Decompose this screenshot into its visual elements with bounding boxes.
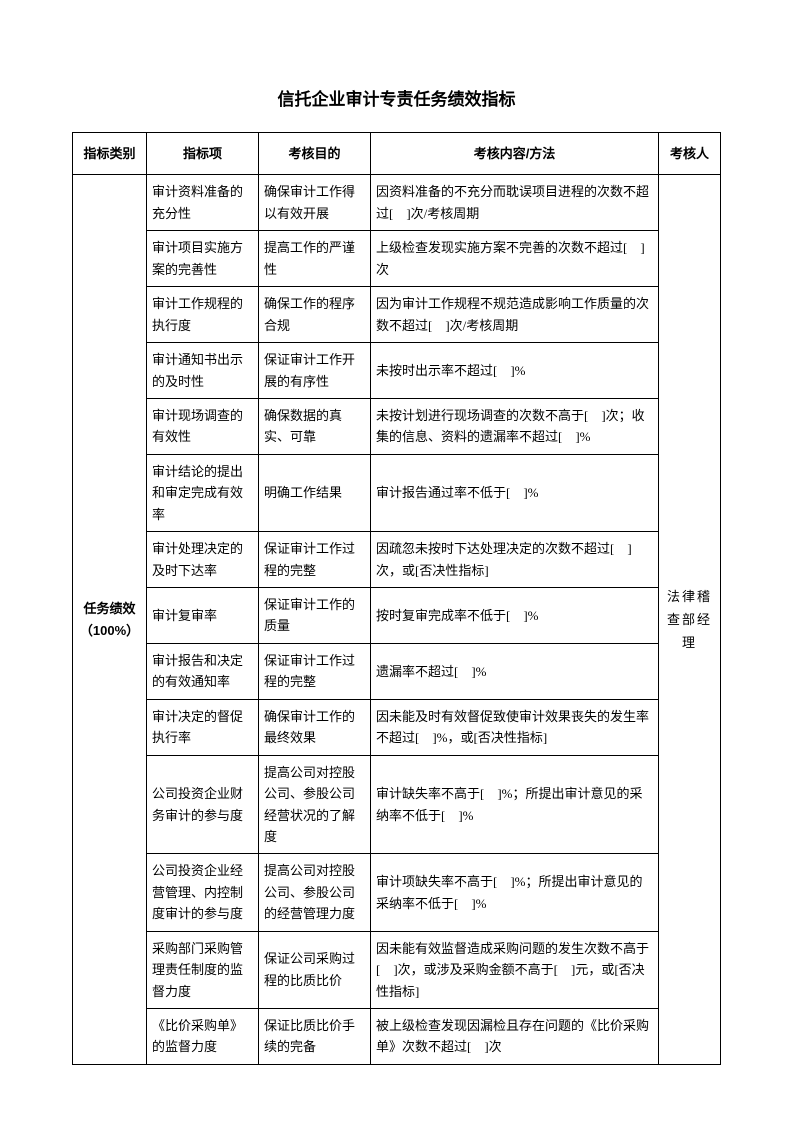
table-row: 任务绩效（100%）审计资料准备的充分性确保审计工作得以有效开展因资料准备的不充… [73,175,721,231]
assessor-cell: 法律稽查部经理 [659,175,721,1064]
content-cell: 审计项缺失率不高于[ ]%；所提出审计意见的采纳率不低于[ ]% [371,854,659,931]
performance-table: 指标类别 指标项 考核目的 考核内容/方法 考核人 任务绩效（100%）审计资料… [72,132,721,1065]
content-cell: 未按计划进行现场调查的次数不高于[ ]次；收集的信息、资料的遗漏率不超过[ ]% [371,398,659,454]
category-cell: 任务绩效（100%） [73,175,147,1064]
content-cell: 未按时出示率不超过[ ]% [371,343,659,399]
table-row: 公司投资企业财务审计的参与度提高公司对控股公司、参股公司经营状况的了解度审计缺失… [73,755,721,854]
indicator-cell: 《比价采购单》的监督力度 [147,1009,259,1065]
table-row: 审计复审率保证审计工作的质量按时复审完成率不低于[ ]% [73,588,721,644]
content-cell: 审计缺失率不高于[ ]%；所提出审计意见的采纳率不低于[ ]% [371,755,659,854]
indicator-cell: 审计工作规程的执行度 [147,287,259,343]
content-cell: 因疏忽未按时下达处理决定的次数不超过[ ]次，或[否决性指标] [371,532,659,588]
content-cell: 因资料准备的不充分而耽误项目进程的次数不超过[ ]次/考核周期 [371,175,659,231]
purpose-cell: 保证审计工作开展的有序性 [259,343,371,399]
content-cell: 上级检查发现实施方案不完善的次数不超过[ ]次 [371,231,659,287]
indicator-cell: 审计结论的提出和审定完成有效率 [147,454,259,531]
purpose-cell: 保证审计工作过程的完整 [259,643,371,699]
table-row: 审计现场调查的有效性确保数据的真实、可靠未按计划进行现场调查的次数不高于[ ]次… [73,398,721,454]
purpose-cell: 保证比质比价手续的完备 [259,1009,371,1065]
content-cell: 按时复审完成率不低于[ ]% [371,588,659,644]
indicator-cell: 审计处理决定的及时下达率 [147,532,259,588]
page-title: 信托企业审计专责任务绩效指标 [72,85,721,110]
table-row: 审计报告和决定的有效通知率保证审计工作过程的完整遗漏率不超过[ ]% [73,643,721,699]
purpose-cell: 提高工作的严谨性 [259,231,371,287]
purpose-cell: 保证审计工作过程的完整 [259,532,371,588]
indicator-cell: 审计复审率 [147,588,259,644]
table-row: 《比价采购单》的监督力度保证比质比价手续的完备被上级检查发现因漏检且存在问题的《… [73,1009,721,1065]
indicator-cell: 审计通知书出示的及时性 [147,343,259,399]
content-cell: 被上级检查发现因漏检且存在问题的《比价采购单》次数不超过[ ]次 [371,1009,659,1065]
header-content: 考核内容/方法 [371,133,659,175]
table-row: 审计处理决定的及时下达率保证审计工作过程的完整因疏忽未按时下达处理决定的次数不超… [73,532,721,588]
purpose-cell: 确保审计工作得以有效开展 [259,175,371,231]
table-row: 审计工作规程的执行度确保工作的程序合规因为审计工作规程不规范造成影响工作质量的次… [73,287,721,343]
indicator-cell: 审计资料准备的充分性 [147,175,259,231]
header-assessor: 考核人 [659,133,721,175]
purpose-cell: 确保工作的程序合规 [259,287,371,343]
header-category: 指标类别 [73,133,147,175]
purpose-cell: 保证审计工作的质量 [259,588,371,644]
purpose-cell: 提高公司对控股公司、参股公司的经营管理力度 [259,854,371,931]
header-indicator: 指标项 [147,133,259,175]
table-row: 审计项目实施方案的完善性提高工作的严谨性上级检查发现实施方案不完善的次数不超过[… [73,231,721,287]
indicator-cell: 审计项目实施方案的完善性 [147,231,259,287]
indicator-cell: 审计现场调查的有效性 [147,398,259,454]
indicator-cell: 采购部门采购管理责任制度的监督力度 [147,931,259,1008]
content-cell: 因为审计工作规程不规范造成影响工作质量的次数不超过[ ]次/考核周期 [371,287,659,343]
table-row: 审计决定的督促执行率确保审计工作的最终效果因未能及时有效督促致使审计效果丧失的发… [73,699,721,755]
header-row: 指标类别 指标项 考核目的 考核内容/方法 考核人 [73,133,721,175]
purpose-cell: 保证公司采购过程的比质比价 [259,931,371,1008]
purpose-cell: 明确工作结果 [259,454,371,531]
indicator-cell: 公司投资企业经营管理、内控制度审计的参与度 [147,854,259,931]
table-row: 审计通知书出示的及时性保证审计工作开展的有序性未按时出示率不超过[ ]% [73,343,721,399]
content-cell: 因未能及时有效督促致使审计效果丧失的发生率不超过[ ]%，或[否决性指标] [371,699,659,755]
table-row: 公司投资企业经营管理、内控制度审计的参与度提高公司对控股公司、参股公司的经营管理… [73,854,721,931]
indicator-cell: 审计决定的督促执行率 [147,699,259,755]
purpose-cell: 确保审计工作的最终效果 [259,699,371,755]
indicator-cell: 审计报告和决定的有效通知率 [147,643,259,699]
content-cell: 审计报告通过率不低于[ ]% [371,454,659,531]
content-cell: 因未能有效监督造成采购问题的发生次数不高于[ ]次，或涉及采购金额不高于[ ]元… [371,931,659,1008]
table-row: 采购部门采购管理责任制度的监督力度保证公司采购过程的比质比价因未能有效监督造成采… [73,931,721,1008]
table-row: 审计结论的提出和审定完成有效率明确工作结果审计报告通过率不低于[ ]% [73,454,721,531]
purpose-cell: 确保数据的真实、可靠 [259,398,371,454]
indicator-cell: 公司投资企业财务审计的参与度 [147,755,259,854]
header-purpose: 考核目的 [259,133,371,175]
content-cell: 遗漏率不超过[ ]% [371,643,659,699]
purpose-cell: 提高公司对控股公司、参股公司经营状况的了解度 [259,755,371,854]
